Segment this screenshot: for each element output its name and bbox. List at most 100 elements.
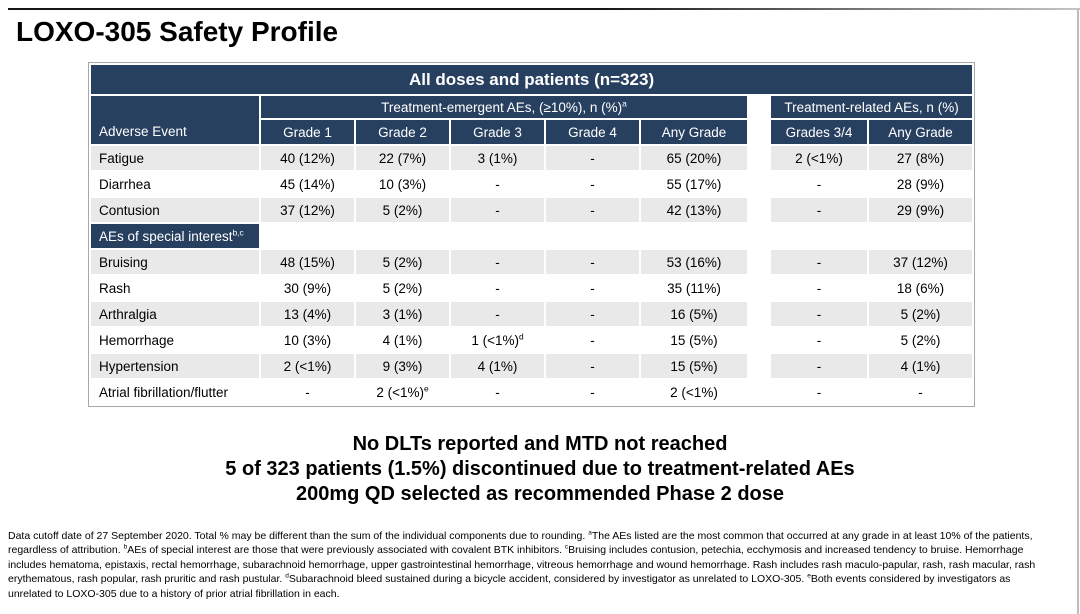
te-value-2: -: [451, 172, 544, 196]
tr-value-0: -: [771, 302, 867, 326]
te-value-3: -: [546, 276, 639, 300]
treatment-emergent-group-header: Treatment-emergent AEs, (≥10%), n (%)a: [261, 96, 747, 118]
tr-value-0: -: [771, 172, 867, 196]
tr-value-1: 29 (9%): [869, 198, 973, 222]
key-finding-line-1: No DLTs reported and MTD not reached: [352, 433, 728, 455]
adverse-event-label: Atrial fibrillation/flutter: [91, 380, 259, 404]
slide-top-border: [8, 8, 1080, 10]
te-value-0: 45 (14%): [261, 172, 354, 196]
te-value-4: 55 (17%): [641, 172, 747, 196]
te-value-4: 15 (5%): [641, 328, 747, 352]
table-banner: All doses and patients (n=323): [91, 65, 973, 94]
column-header-related-any-grade: Any Grade: [869, 120, 973, 144]
gap-cell: [749, 172, 769, 196]
te-value-3: -: [546, 250, 639, 274]
treatment-related-group-header: Treatment-related AEs, n (%): [771, 96, 973, 118]
gap-cell: [749, 276, 769, 300]
table-row: Contusion 37 (12%) 5 (2%) - -42 (13%) -29 (9%…: [91, 198, 973, 222]
adverse-event-label: Rash: [91, 276, 259, 300]
group-header-row: Adverse Event Treatment-emergent AEs, (≥…: [91, 96, 973, 144]
column-header-grade3: Grade 3: [451, 120, 544, 144]
te-value-0: 2 (<1%): [261, 354, 354, 378]
adverse-event-label: Hypertension: [91, 354, 259, 378]
key-finding-line-2: 5 of 323 patients (1.5%) discontinued du…: [225, 458, 855, 480]
te-value-4: 35 (11%): [641, 276, 747, 300]
banner-row: All doses and patients (n=323): [91, 65, 973, 94]
column-gap: [749, 96, 769, 144]
tr-value-0: -: [771, 250, 867, 274]
gap-cell: [749, 146, 769, 170]
tr-value-1: 28 (9%): [869, 172, 973, 196]
page-title: LOXO-305 Safety Profile: [16, 16, 339, 47]
tr-value-1: 5 (2%): [869, 302, 973, 326]
te-value-1: 5 (2%): [356, 276, 449, 300]
te-value-0: 10 (3%): [261, 328, 354, 352]
te-value-1: 5 (2%): [356, 198, 449, 222]
te-value-4: 65 (20%): [641, 146, 747, 170]
te-value-2: -: [451, 198, 544, 222]
te-value-1: 2 (<1%)e: [356, 380, 449, 404]
adverse-event-label: Fatigue: [91, 146, 259, 170]
te-value-1: 5 (2%): [356, 250, 449, 274]
te-value-3: -: [546, 302, 639, 326]
key-findings: No DLTs reported and MTD not reached 5 o…: [0, 432, 1080, 507]
adverse-event-label: Bruising: [91, 250, 259, 274]
te-value-2: 1 (<1%)d: [451, 328, 544, 352]
adverse-event-label: Hemorrhage: [91, 328, 259, 352]
tr-value-0: -: [771, 276, 867, 300]
te-value-2: -: [451, 380, 544, 404]
te-value-3: -: [546, 198, 639, 222]
tr-value-0: -: [771, 380, 867, 404]
te-value-1: 10 (3%): [356, 172, 449, 196]
adverse-event-label: Contusion: [91, 198, 259, 222]
column-header-any-grade: Any Grade: [641, 120, 747, 144]
table-row: Hemorrhage 10 (3%) 4 (1%) 1 (<1%)d -15 (5%) -…: [91, 328, 973, 352]
tr-value-0: -: [771, 198, 867, 222]
column-header-grade1: Grade 1: [261, 120, 354, 144]
tr-value-0: -: [771, 328, 867, 352]
te-value-4: 2 (<1%): [641, 380, 747, 404]
te-value-0: 30 (9%): [261, 276, 354, 300]
tr-value-1: 18 (6%): [869, 276, 973, 300]
te-value-1: 22 (7%): [356, 146, 449, 170]
column-header-grades-3-4: Grades 3/4: [771, 120, 867, 144]
tr-value-0: 2 (<1%): [771, 146, 867, 170]
te-value-1: 4 (1%): [356, 328, 449, 352]
gap-cell: [749, 328, 769, 352]
te-value-0: 48 (15%): [261, 250, 354, 274]
te-value-0: 13 (4%): [261, 302, 354, 326]
column-header-grade2: Grade 2: [356, 120, 449, 144]
gap-cell: [749, 250, 769, 274]
tr-value-1: 27 (8%): [869, 146, 973, 170]
tr-value-0: -: [771, 354, 867, 378]
adverse-event-header: Adverse Event: [91, 96, 259, 144]
te-value-4: 16 (5%): [641, 302, 747, 326]
table-row: Bruising 48 (15%) 5 (2%) - -53 (16%) -37 (12%…: [91, 250, 973, 274]
gap-cell: [749, 380, 769, 404]
te-value-2: 3 (1%): [451, 146, 544, 170]
te-value-3: -: [546, 328, 639, 352]
safety-table: All doses and patients (n=323) Adverse E…: [89, 63, 975, 406]
gap-cell: [749, 198, 769, 222]
table-body: Fatigue 40 (12%) 22 (7%) 3 (1%) -65 (20%) 2 (…: [91, 146, 973, 404]
te-value-2: -: [451, 276, 544, 300]
gap-cell: [749, 354, 769, 378]
adverse-event-label: Arthralgia: [91, 302, 259, 326]
gap-cell: [749, 302, 769, 326]
table-row: Hypertension 2 (<1%) 9 (3%) 4 (1%) -15 (5%) -…: [91, 354, 973, 378]
tr-value-1: 37 (12%): [869, 250, 973, 274]
te-value-3: -: [546, 354, 639, 378]
table-row: Diarrhea 45 (14%) 10 (3%) - -55 (17%) -28 (9%…: [91, 172, 973, 196]
key-finding-line-3: 200mg QD selected as recommended Phase 2…: [296, 483, 784, 505]
column-header-grade4: Grade 4: [546, 120, 639, 144]
te-value-0: 37 (12%): [261, 198, 354, 222]
footnote: Data cutoff date of 27 September 2020. T…: [8, 529, 1036, 600]
te-value-3: -: [546, 146, 639, 170]
tr-value-1: 4 (1%): [869, 354, 973, 378]
te-value-2: 4 (1%): [451, 354, 544, 378]
te-value-4: 53 (16%): [641, 250, 747, 274]
te-value-0: 40 (12%): [261, 146, 354, 170]
te-value-0: -: [261, 380, 354, 404]
tr-value-1: -: [869, 380, 973, 404]
